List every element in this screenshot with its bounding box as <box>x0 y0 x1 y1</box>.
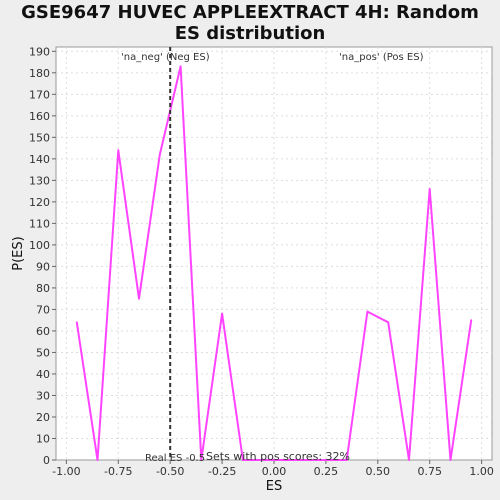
x-tick-label: 0.25 <box>314 465 339 478</box>
y-tick-label: 40 <box>36 368 50 381</box>
es-data-point <box>179 65 182 68</box>
y-tick-label: 10 <box>36 432 50 445</box>
es-data-point <box>283 459 286 461</box>
es-data-point <box>345 459 348 461</box>
x-tick-label: -0.50 <box>156 465 184 478</box>
y-tick-label: 140 <box>29 153 50 166</box>
y-tick-label: 60 <box>36 325 50 338</box>
y-tick-label: 70 <box>36 303 50 316</box>
y-tick-label: 50 <box>36 346 50 359</box>
x-tick-label: -0.25 <box>208 465 236 478</box>
pos-scores-label: Sets with pos scores: 32% <box>206 450 350 463</box>
x-tick-label: 0.75 <box>417 465 442 478</box>
pos-es-label: 'na_pos' (Pos ES) <box>339 52 424 63</box>
y-tick-label: 150 <box>29 131 50 144</box>
es-data-point <box>428 188 431 190</box>
x-tick-label: -1.00 <box>52 465 80 478</box>
x-tick-label: 0.50 <box>366 465 391 478</box>
y-tick-label: 90 <box>36 260 50 273</box>
y-tick-label: 20 <box>36 411 50 424</box>
es-series-line <box>75 65 473 461</box>
es-data-point <box>117 149 120 152</box>
es-data-point <box>387 321 390 324</box>
y-tick-label: 0 <box>43 454 50 467</box>
y-tick-label: 160 <box>29 110 50 123</box>
es-data-point <box>75 321 78 324</box>
y-axis-title: P(ES) <box>11 236 26 270</box>
y-axis-ticks: 0 10 20 30 40 50 60 70 80 90 100 110 120 130 140 150 160… <box>29 45 56 467</box>
es-data-point <box>325 459 327 461</box>
es-data-point <box>241 459 244 461</box>
y-tick-label: 130 <box>29 174 50 187</box>
x-tick-label: 0.00 <box>262 465 287 478</box>
y-tick-label: 100 <box>29 239 50 252</box>
es-data-point <box>408 459 410 461</box>
real-es-label: Real ES -0.5 <box>145 453 205 464</box>
x-axis-title: ES <box>266 479 282 494</box>
es-data-point <box>138 297 140 300</box>
y-tick-label: 110 <box>29 217 50 230</box>
x-tick-label: 1.00 <box>469 465 494 478</box>
chart-title: GSE9647 HUVEC APPLEEXTRACT 4H: Random ES… <box>0 2 500 44</box>
x-tick-label: -0.75 <box>104 465 132 478</box>
y-tick-label: 120 <box>29 196 50 209</box>
y-tick-label: 190 <box>29 45 50 58</box>
y-tick-label: 80 <box>36 282 50 295</box>
es-data-point <box>366 310 369 313</box>
es-data-point <box>96 459 99 461</box>
y-tick-label: 170 <box>29 88 50 101</box>
es-data-point <box>470 319 473 322</box>
es-data-point <box>449 459 452 461</box>
y-tick-label: 180 <box>29 67 50 80</box>
es-data-point <box>158 153 161 156</box>
y-tick-label: 30 <box>36 389 50 402</box>
es-data-point <box>221 312 223 315</box>
es-data-point <box>262 459 265 461</box>
x-axis-ticks: -1.00 -0.75 -0.50 -0.25 0.00 0.25 0.50 0.75 1.00 <box>52 460 494 478</box>
es-data-point <box>304 459 307 461</box>
chart-title-line-1: GSE9647 HUVEC APPLEEXTRACT 4H: Random <box>21 2 479 23</box>
series-group <box>75 65 473 461</box>
chart-title-line-2: ES distribution <box>174 23 326 44</box>
es-data-point <box>200 459 203 461</box>
neg-es-label: 'na_neg' (Neg ES) <box>121 52 210 63</box>
